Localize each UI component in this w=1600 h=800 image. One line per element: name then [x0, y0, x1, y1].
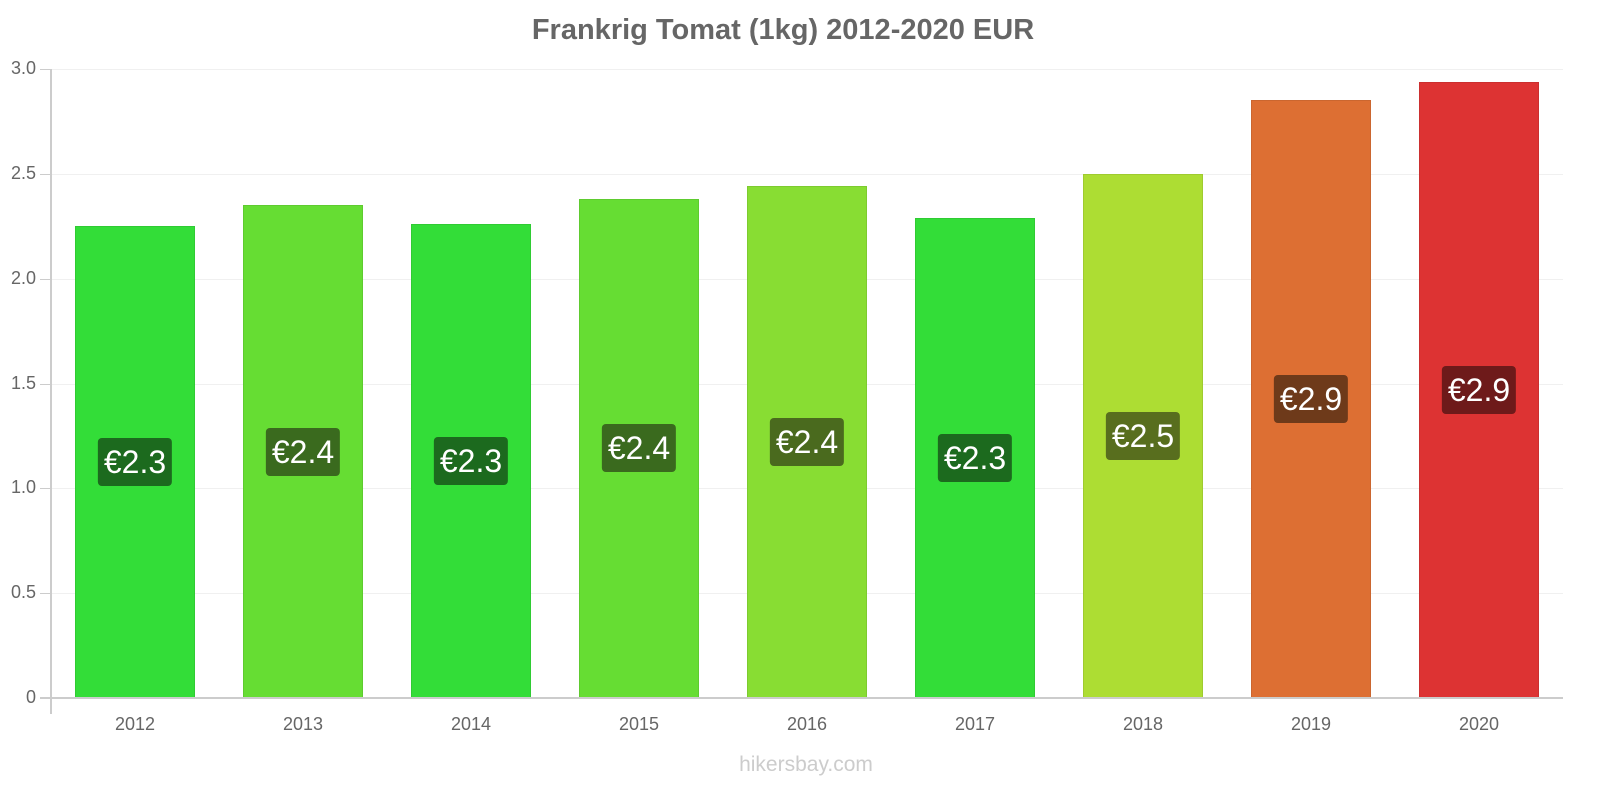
- x-tick-label: 2014: [450, 714, 492, 734]
- y-tick-mark: [40, 593, 50, 594]
- x-tick-label: 2020: [1458, 714, 1500, 734]
- bar-value-label: €2.5: [1105, 412, 1181, 460]
- bar-value-label: €2.3: [433, 437, 509, 485]
- bar-value-label: €2.9: [1273, 375, 1349, 423]
- x-tick-label: 2016: [786, 714, 828, 734]
- y-tick-mark: [40, 174, 50, 175]
- y-tick-label: 1.5: [10, 373, 36, 393]
- y-tick-label: 0: [25, 687, 36, 707]
- y-tick-label: 1.0: [10, 477, 36, 497]
- chart-title: Frankrig Tomat (1kg) 2012-2020 EUR: [531, 14, 1035, 46]
- x-tick-label: 2018: [1122, 714, 1164, 734]
- y-tick-mark: [40, 488, 50, 489]
- y-axis-line: [50, 69, 52, 714]
- x-tick-label: 2013: [282, 714, 324, 734]
- y-tick-label: 0.5: [10, 582, 36, 602]
- bar-value-label: €2.3: [97, 438, 173, 486]
- y-tick-label: 2.5: [10, 163, 36, 183]
- x-tick-label: 2015: [618, 714, 660, 734]
- bar-value-label: €2.4: [265, 428, 341, 476]
- y-tick-mark: [40, 279, 50, 280]
- x-axis-line: [40, 697, 1563, 699]
- bar-value-label: €2.3: [937, 434, 1013, 482]
- gridline: [51, 174, 1563, 175]
- x-tick-label: 2017: [954, 714, 996, 734]
- y-tick-label: 3.0: [10, 58, 36, 78]
- x-tick-label: 2019: [1290, 714, 1332, 734]
- y-tick-label: 2.0: [10, 268, 36, 288]
- y-tick-mark: [40, 384, 50, 385]
- gridline: [51, 69, 1563, 70]
- watermark: hikersbay.com: [739, 753, 873, 776]
- y-tick-mark: [40, 69, 50, 70]
- bar-value-label: €2.4: [601, 424, 677, 472]
- bar-value-label: €2.9: [1441, 366, 1517, 414]
- x-tick-label: 2012: [114, 714, 156, 734]
- bar-value-label: €2.4: [769, 418, 845, 466]
